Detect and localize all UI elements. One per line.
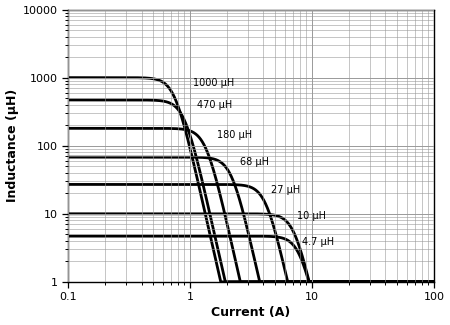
Text: 27 μH: 27 μH bbox=[271, 186, 300, 195]
Text: 10 μH: 10 μH bbox=[297, 211, 326, 221]
Text: 470 μH: 470 μH bbox=[198, 100, 233, 110]
Y-axis label: Inductance (μH): Inductance (μH) bbox=[5, 89, 18, 202]
Text: 180 μH: 180 μH bbox=[216, 130, 252, 140]
Text: 4.7 μH: 4.7 μH bbox=[302, 237, 333, 247]
Text: 1000 μH: 1000 μH bbox=[193, 79, 234, 88]
Text: 68 μH: 68 μH bbox=[240, 157, 269, 167]
X-axis label: Current (A): Current (A) bbox=[212, 306, 291, 319]
